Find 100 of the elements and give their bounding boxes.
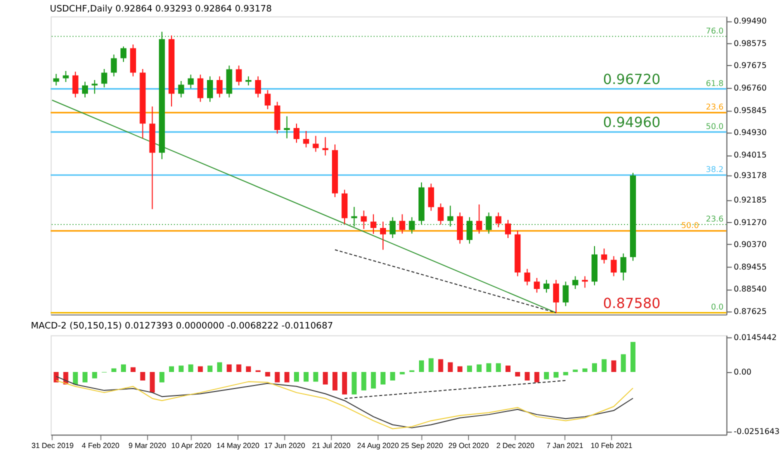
bar	[246, 366, 251, 372]
bar	[611, 360, 616, 372]
candlestick	[428, 183, 434, 212]
bar	[554, 372, 559, 378]
y-tick-label: 0.98575	[734, 38, 767, 48]
candlestick	[438, 202, 444, 226]
annotation: 0.0	[710, 302, 724, 312]
bar	[217, 362, 222, 372]
candlestick	[610, 256, 617, 277]
candlestick	[524, 268, 530, 286]
bar	[438, 359, 444, 372]
candlestick	[572, 276, 578, 290]
y-tick-label: 0.92185	[734, 195, 767, 204]
bar	[467, 366, 472, 372]
candlestick	[486, 212, 492, 234]
y-tick-label: -0.0251643	[734, 426, 780, 436]
bar	[582, 368, 588, 372]
candlestick	[562, 281, 569, 307]
bar	[448, 362, 453, 372]
candlestick	[466, 216, 473, 244]
bar	[274, 372, 280, 382]
y-tick-label: 0.0145442	[734, 333, 777, 342]
bar	[400, 372, 405, 374]
bar	[418, 360, 424, 372]
bar	[294, 372, 299, 382]
annotation: 50.0	[706, 122, 724, 131]
candlestick	[110, 54, 117, 77]
y-tick-label: 0.88540	[734, 284, 767, 294]
bar	[72, 372, 78, 385]
y-tick-label: 0.96760	[734, 83, 767, 92]
y-tick-label: 0.94015	[734, 150, 767, 160]
candlestick	[312, 135, 319, 152]
bar	[304, 372, 309, 382]
candlestick	[178, 80, 184, 98]
candlestick	[236, 65, 242, 86]
bar	[120, 364, 126, 372]
bar	[198, 366, 203, 372]
y-tick-label: 0.94930	[734, 128, 767, 138]
bar	[159, 372, 164, 382]
candlestick	[399, 214, 406, 234]
ref-line-label: 0.87580	[603, 296, 661, 312]
candlestick	[553, 279, 560, 314]
bar	[332, 372, 338, 390]
candlestick	[495, 212, 502, 228]
y-tick-label: 0.90370	[734, 240, 767, 249]
bar	[208, 366, 212, 372]
candlestick	[216, 76, 223, 98]
bar	[602, 359, 607, 372]
bar	[361, 372, 366, 390]
bar	[150, 372, 155, 393]
candlestick	[284, 116, 290, 139]
candlestick	[370, 214, 376, 234]
candlestick	[505, 219, 511, 239]
candlestick	[620, 252, 626, 281]
candlestick	[207, 76, 213, 102]
ref-line-label: 0.94960	[603, 114, 661, 131]
bar	[140, 372, 146, 380]
bar	[524, 372, 530, 380]
bar	[544, 372, 549, 380]
candlestick	[351, 206, 358, 228]
bar	[342, 372, 348, 394]
bar	[457, 366, 462, 372]
bar	[313, 372, 318, 382]
bar	[534, 372, 540, 382]
candlestick	[82, 81, 88, 98]
y-tick-label: 0.95845	[734, 106, 767, 115]
bar	[265, 372, 270, 376]
candlestick	[543, 279, 550, 294]
bar	[169, 366, 174, 372]
bar	[352, 372, 357, 394]
candlestick	[264, 90, 271, 110]
chart-title: USDCHF,Daily 0.92864 0.93293 0.92864 0.93178	[50, 4, 272, 14]
y-tick-label: 0.89455	[734, 262, 767, 272]
candlestick	[456, 212, 463, 244]
candlestick	[476, 204, 482, 234]
bar	[515, 372, 520, 376]
bar	[111, 368, 116, 372]
bar	[130, 367, 136, 372]
bar	[380, 372, 386, 385]
candlestick	[72, 71, 78, 98]
annotation: 76.0	[706, 26, 724, 36]
candlestick	[322, 136, 328, 156]
bar	[496, 363, 501, 372]
bar	[563, 372, 568, 376]
bar	[506, 366, 510, 372]
bar	[188, 364, 194, 372]
ref-line-label: 0.96720	[603, 72, 661, 88]
y-tick-label: 0.87625	[734, 307, 767, 316]
annotation: 23.6	[706, 214, 724, 224]
bar	[82, 372, 88, 382]
candlestick	[92, 80, 98, 94]
bar	[428, 358, 434, 372]
bar	[178, 366, 184, 372]
bar	[54, 372, 59, 382]
bar	[620, 354, 626, 372]
bar	[390, 372, 396, 380]
bar	[322, 372, 328, 385]
chart-title: MACD-2 (50,150,15) 0.0127393 0.0000000 -0.0068222 -0.0110687	[30, 322, 334, 332]
candlestick	[197, 74, 204, 102]
bar	[476, 364, 482, 372]
